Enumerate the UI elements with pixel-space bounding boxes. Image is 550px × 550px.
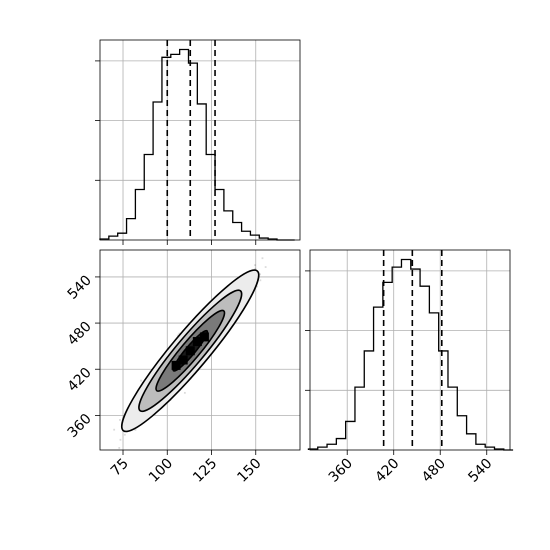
sample-point bbox=[118, 446, 121, 449]
x-tick-label: 360 bbox=[326, 456, 356, 486]
y-tick-label: 360 bbox=[65, 411, 95, 441]
sample-point bbox=[183, 391, 186, 394]
sample-point bbox=[261, 257, 264, 260]
x-tick-label: 75 bbox=[108, 456, 132, 480]
sample-point bbox=[264, 266, 267, 268]
x-tick-label: 100 bbox=[146, 456, 176, 486]
sample-point bbox=[119, 419, 121, 421]
axes-frame bbox=[99, 249, 301, 451]
density-peak-cell bbox=[185, 346, 195, 356]
y-tick-label: 420 bbox=[65, 365, 95, 395]
density-peak-cell bbox=[171, 360, 181, 370]
sample-point bbox=[140, 379, 142, 382]
y-tick-label: 480 bbox=[65, 319, 95, 349]
x-tick-label: 420 bbox=[372, 456, 402, 486]
sample-point bbox=[134, 428, 137, 431]
sample-point bbox=[176, 334, 179, 337]
density-peak-cell bbox=[199, 332, 209, 342]
sample-point bbox=[256, 285, 258, 288]
sample-point bbox=[254, 264, 256, 267]
density-peak-cell bbox=[178, 355, 188, 365]
x-tick-label: 125 bbox=[190, 456, 220, 486]
axes-frame bbox=[99, 39, 301, 241]
sample-point bbox=[123, 433, 126, 436]
histogram-step-line bbox=[307, 258, 514, 451]
y-tick-label: 540 bbox=[65, 272, 95, 302]
sample-point bbox=[113, 428, 116, 431]
sample-point bbox=[119, 438, 122, 441]
x-tick-label: 540 bbox=[465, 456, 495, 486]
sample-point bbox=[178, 332, 181, 335]
x-tick-label: 480 bbox=[419, 456, 449, 486]
density-peak-cell bbox=[192, 337, 202, 347]
axes-frame bbox=[309, 249, 511, 451]
x-marginal-histogram-panel bbox=[95, 39, 301, 245]
x-tick-label: 150 bbox=[234, 456, 264, 486]
sample-point bbox=[259, 279, 262, 282]
y-marginal-histogram-panel: 360 420 480 540 bbox=[305, 249, 514, 486]
histogram-step-line bbox=[99, 48, 295, 241]
sample-point bbox=[254, 267, 257, 270]
sample-point bbox=[259, 273, 261, 276]
joint-distribution-panel: 75 100 125 150 360 420 480 540 bbox=[65, 249, 301, 486]
